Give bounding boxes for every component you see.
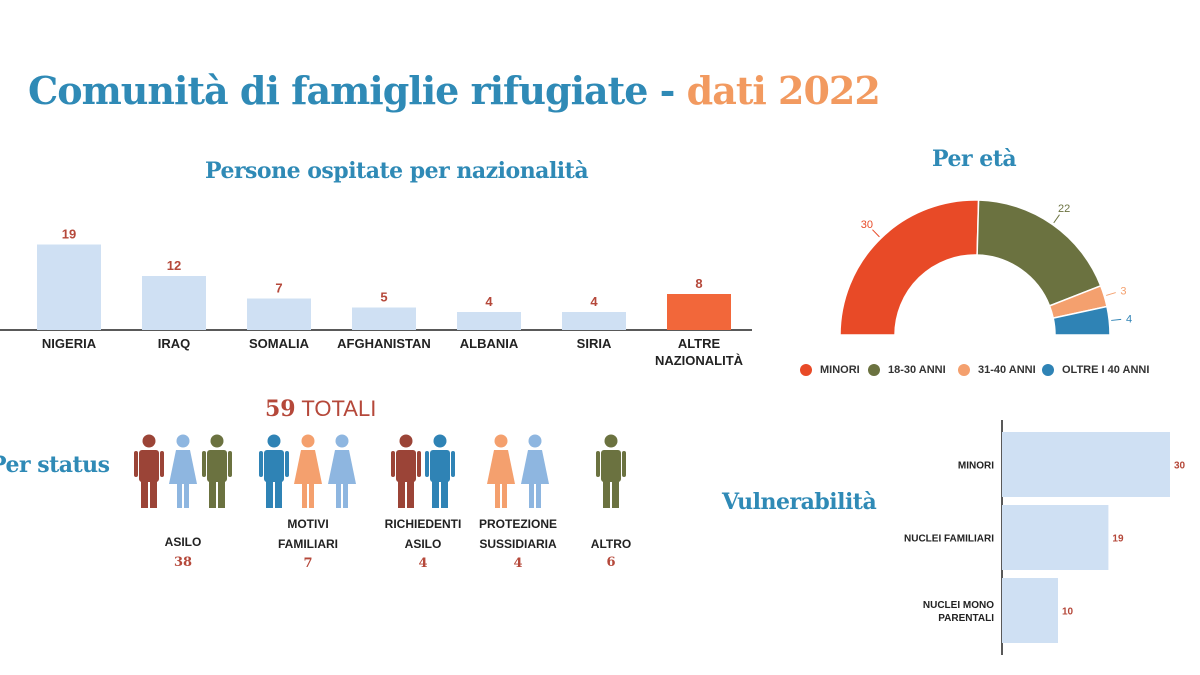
nationality-bar bbox=[562, 312, 626, 330]
nationality-category-label: SIRIA bbox=[577, 336, 612, 351]
age-legend-label: 18-30 ANNI bbox=[888, 364, 946, 376]
age-value-label: 4 bbox=[1126, 314, 1132, 326]
nationality-bar bbox=[37, 244, 101, 330]
vulnerability-bar bbox=[1002, 505, 1109, 570]
age-legend-item: MINORI bbox=[800, 364, 860, 376]
person-icon bbox=[487, 434, 515, 508]
totals-label: 59 TOTALI bbox=[265, 396, 376, 422]
age-legend-label: 31-40 ANNI bbox=[978, 364, 1036, 376]
status-value: 7 bbox=[303, 556, 313, 571]
age-leader-line bbox=[1053, 214, 1060, 224]
totals-number: 59 bbox=[265, 396, 296, 422]
totals-text: TOTALI bbox=[301, 396, 377, 421]
status-label: ALTRO bbox=[590, 537, 632, 551]
nationality-bar bbox=[142, 276, 206, 330]
status-group bbox=[546, 428, 676, 508]
nationality-value-label: 8 bbox=[695, 276, 702, 291]
vulnerability-bar bbox=[1002, 578, 1058, 643]
vulnerability-category-label: MINORI bbox=[958, 461, 994, 472]
person-icon bbox=[425, 434, 455, 508]
vulnerability-category-label: NUCLEI FAMILIARI bbox=[904, 534, 994, 545]
status-value: 4 bbox=[418, 556, 428, 571]
status-icons bbox=[358, 428, 488, 508]
vulnerability-value-label: 19 bbox=[1112, 534, 1124, 545]
page-title-main: Comunità di famiglie rifugiate - bbox=[28, 68, 675, 113]
age-slice bbox=[1052, 305, 1111, 336]
age-slice bbox=[839, 199, 980, 336]
nationality-value-label: 12 bbox=[167, 258, 181, 273]
nationality-bar bbox=[667, 294, 731, 330]
age-leader-line bbox=[872, 229, 880, 238]
nationality-value-label: 5 bbox=[380, 290, 387, 305]
age-value-label: 30 bbox=[861, 219, 873, 231]
status-group bbox=[453, 428, 583, 508]
age-legend-label: OLTRE I 40 ANNI bbox=[1062, 364, 1150, 376]
nationality-bar-chart: 19 NIGERIA 12 IRAQ 7 SOMALIA 5 AFGHANISTAN 4 ALBA… bbox=[0, 227, 752, 368]
person-icon bbox=[134, 434, 164, 508]
status-value: 6 bbox=[606, 555, 616, 570]
age-half-donut-chart: 30 22 3 4 bbox=[839, 199, 1132, 336]
status-group bbox=[118, 428, 248, 508]
status-label: RICHIEDENTI ASILO bbox=[384, 517, 462, 551]
legend-dot-icon bbox=[1042, 364, 1054, 376]
age-leader-line bbox=[1111, 318, 1122, 321]
legend-dot-icon bbox=[958, 364, 970, 376]
person-icon bbox=[259, 434, 289, 508]
age-legend-label: MINORI bbox=[820, 364, 860, 376]
vulnerability-chart-title: Vulnerabilità bbox=[722, 489, 877, 515]
status-label: PROTEZIONE SUSSIDIARIA bbox=[478, 517, 557, 551]
person-icon bbox=[169, 434, 197, 508]
nationality-value-label: 4 bbox=[590, 294, 598, 309]
vulnerability-value-label: 30 bbox=[1174, 461, 1186, 472]
age-value-label: 22 bbox=[1058, 203, 1070, 215]
age-legend-item: 31-40 ANNI bbox=[958, 364, 1036, 376]
person-icon bbox=[202, 434, 232, 508]
status-value: 38 bbox=[173, 555, 193, 570]
person-icon bbox=[328, 434, 356, 508]
page-title-accent: dati 2022 bbox=[686, 68, 881, 113]
vulnerability-category-label: NUCLEI MONO PARENTALI bbox=[923, 600, 994, 624]
status-group bbox=[243, 428, 373, 508]
age-legend-item: OLTRE I 40 ANNI bbox=[1042, 364, 1149, 376]
nationality-bar bbox=[247, 298, 311, 330]
nationality-value-label: 4 bbox=[485, 294, 493, 309]
age-value-label: 3 bbox=[1120, 285, 1126, 297]
nationality-category-label: ALBANIA bbox=[460, 336, 519, 351]
person-icon bbox=[294, 434, 322, 508]
nationality-category-label: NIGERIA bbox=[42, 336, 97, 351]
status-icons bbox=[453, 428, 583, 508]
age-legend-item: 18-30 ANNI bbox=[868, 364, 946, 376]
status-icons bbox=[546, 428, 676, 508]
person-icon bbox=[391, 434, 421, 508]
nationality-value-label: 7 bbox=[275, 281, 282, 296]
legend-dot-icon bbox=[800, 364, 812, 376]
nationality-category-label: IRAQ bbox=[158, 336, 191, 351]
nationality-category-label: ALTRE NAZIONALITÀ bbox=[655, 336, 744, 368]
age-slice bbox=[976, 199, 1102, 307]
person-icon bbox=[521, 434, 549, 508]
status-value: 4 bbox=[513, 556, 523, 571]
nationality-bar bbox=[352, 307, 416, 330]
age-chart-title: Per età bbox=[932, 146, 1017, 172]
vulnerability-bar-chart: 30 MINORI 19 NUCLEI FAMILIARI 10 NUCLEI MONO P… bbox=[904, 420, 1186, 655]
age-leader-line bbox=[1106, 292, 1116, 296]
page-title: Comunità di famiglie rifugiate - dati 20… bbox=[28, 68, 881, 113]
nationality-category-label: SOMALIA bbox=[249, 336, 310, 351]
status-section-title: Per status bbox=[0, 452, 110, 478]
status-label: ASILO bbox=[164, 535, 202, 549]
nationality-category-label: AFGHANISTAN bbox=[337, 336, 431, 351]
legend-dot-icon bbox=[868, 364, 880, 376]
nationality-value-label: 19 bbox=[62, 227, 76, 242]
status-label: MOTIVI FAMILIARI bbox=[278, 517, 338, 551]
nationality-chart-title: Persone ospitate per nazionalità bbox=[205, 158, 589, 184]
vulnerability-value-label: 10 bbox=[1062, 607, 1074, 618]
status-icons bbox=[243, 428, 373, 508]
nationality-bar bbox=[457, 312, 521, 330]
status-icons bbox=[118, 428, 248, 508]
status-group bbox=[358, 428, 488, 508]
vulnerability-bar bbox=[1002, 432, 1170, 497]
person-icon bbox=[596, 434, 626, 508]
